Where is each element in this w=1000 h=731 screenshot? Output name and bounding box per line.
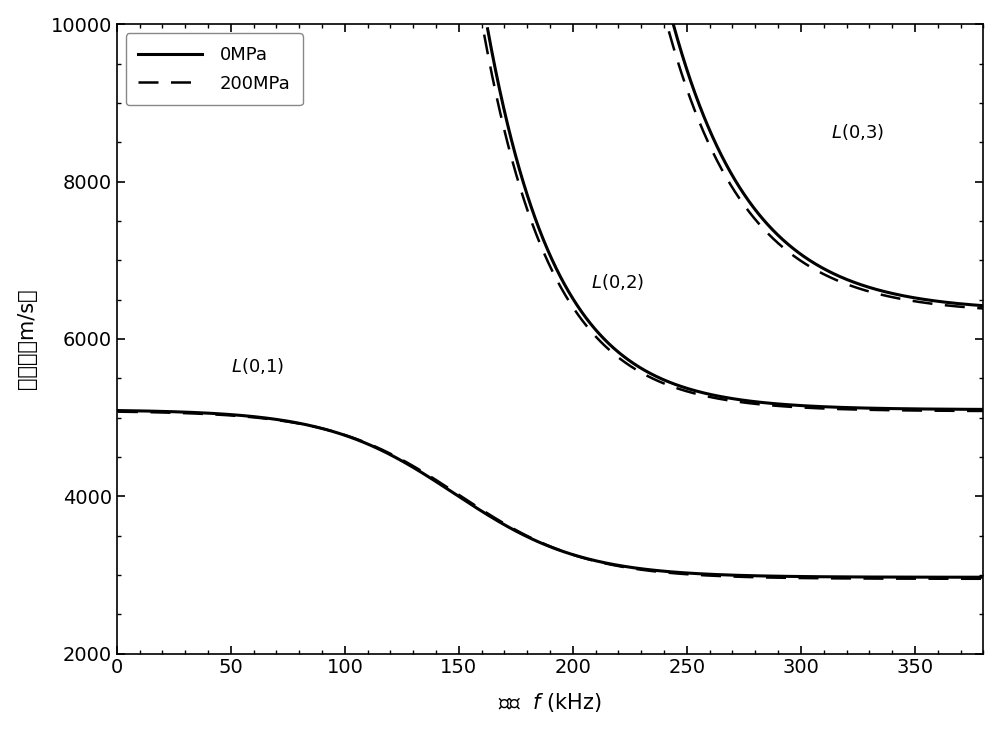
Text: $L$(0,3): $L$(0,3) — [831, 122, 884, 143]
Text: $L$(0,2): $L$(0,2) — [591, 272, 644, 292]
Text: $L$(0,1): $L$(0,1) — [231, 356, 284, 376]
Y-axis label: 相速度（m/s）: 相速度（m/s） — [17, 289, 37, 389]
X-axis label: 频率  $f$ (kHz): 频率 $f$ (kHz) — [498, 692, 602, 714]
Legend: 0MPa, 200MPa: 0MPa, 200MPa — [126, 33, 303, 105]
